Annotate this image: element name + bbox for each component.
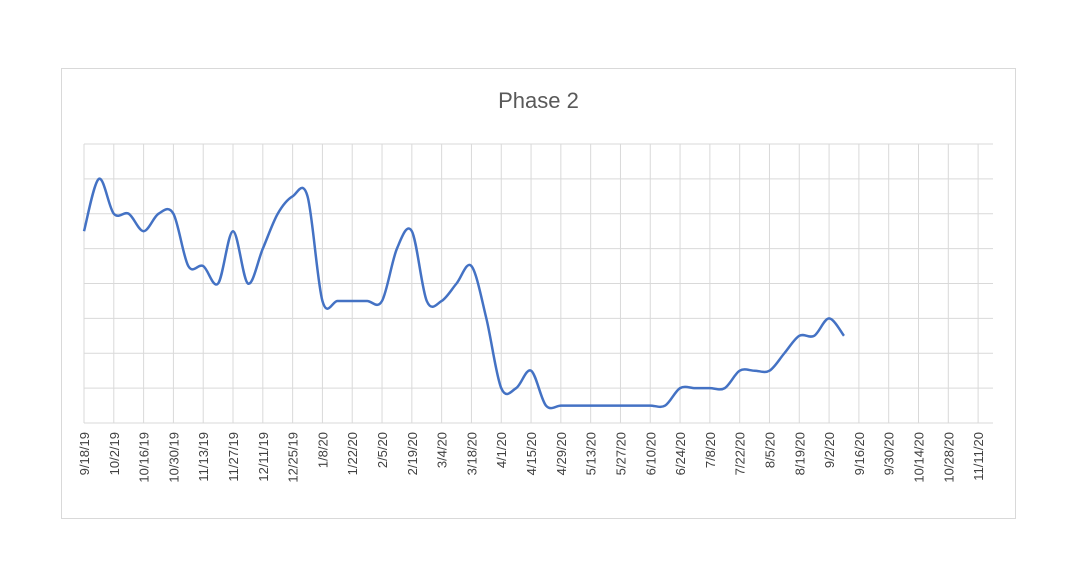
x-tick-label: 3/4/20 [435, 432, 450, 468]
chart-frame [61, 68, 1016, 519]
x-tick-label: 5/13/20 [584, 432, 599, 475]
x-tick-label: 10/16/19 [137, 432, 152, 483]
x-tick-label: 8/19/20 [792, 432, 807, 475]
gridlines [83, 143, 993, 424]
x-tick-label: 7/8/20 [703, 432, 718, 468]
x-tick-label: 5/27/20 [613, 432, 628, 475]
x-tick-label: 1/8/20 [315, 432, 330, 468]
x-tick-label: 9/18/19 [77, 432, 92, 475]
x-tick-label: 2/19/20 [405, 432, 420, 475]
x-tick-label: 11/13/19 [196, 432, 211, 482]
x-tick-label: 9/2/20 [822, 432, 837, 468]
x-tick-label: 9/30/20 [882, 432, 897, 475]
series-layer [82, 177, 845, 410]
x-tick-labels: 9/18/19 10/2/19 10/16/19 10/30/19 11/13/19 11… [77, 432, 986, 483]
x-tick-label: 7/22/20 [733, 432, 748, 475]
x-tick-label: 8/5/20 [762, 432, 777, 468]
x-tick-label: 10/30/19 [166, 432, 181, 483]
x-tick-label: 4/15/20 [524, 432, 539, 475]
x-tick-label: 4/29/20 [554, 432, 569, 475]
x-tick-label: 11/27/19 [226, 432, 241, 482]
chart-title: Phase 2 [498, 88, 579, 113]
series-line [82, 177, 845, 410]
x-tick-label: 9/16/20 [852, 432, 867, 475]
x-tick-label: 6/10/20 [643, 432, 658, 475]
x-tick-label: 1/22/20 [345, 432, 360, 475]
x-tick-label: 11/11/20 [971, 432, 986, 481]
x-tick-label: 3/18/20 [464, 432, 479, 475]
x-tick-label: 2/5/20 [375, 432, 390, 468]
x-tick-label: 6/24/20 [673, 432, 688, 475]
x-tick-label: 10/28/20 [941, 432, 956, 483]
x-tick-label: 12/11/19 [256, 432, 271, 482]
x-tick-label: 4/1/20 [494, 432, 509, 468]
x-tick-label: 10/2/19 [107, 432, 122, 475]
x-tick-label: 12/25/19 [286, 432, 301, 483]
x-tick-label: 10/14/20 [911, 432, 926, 483]
